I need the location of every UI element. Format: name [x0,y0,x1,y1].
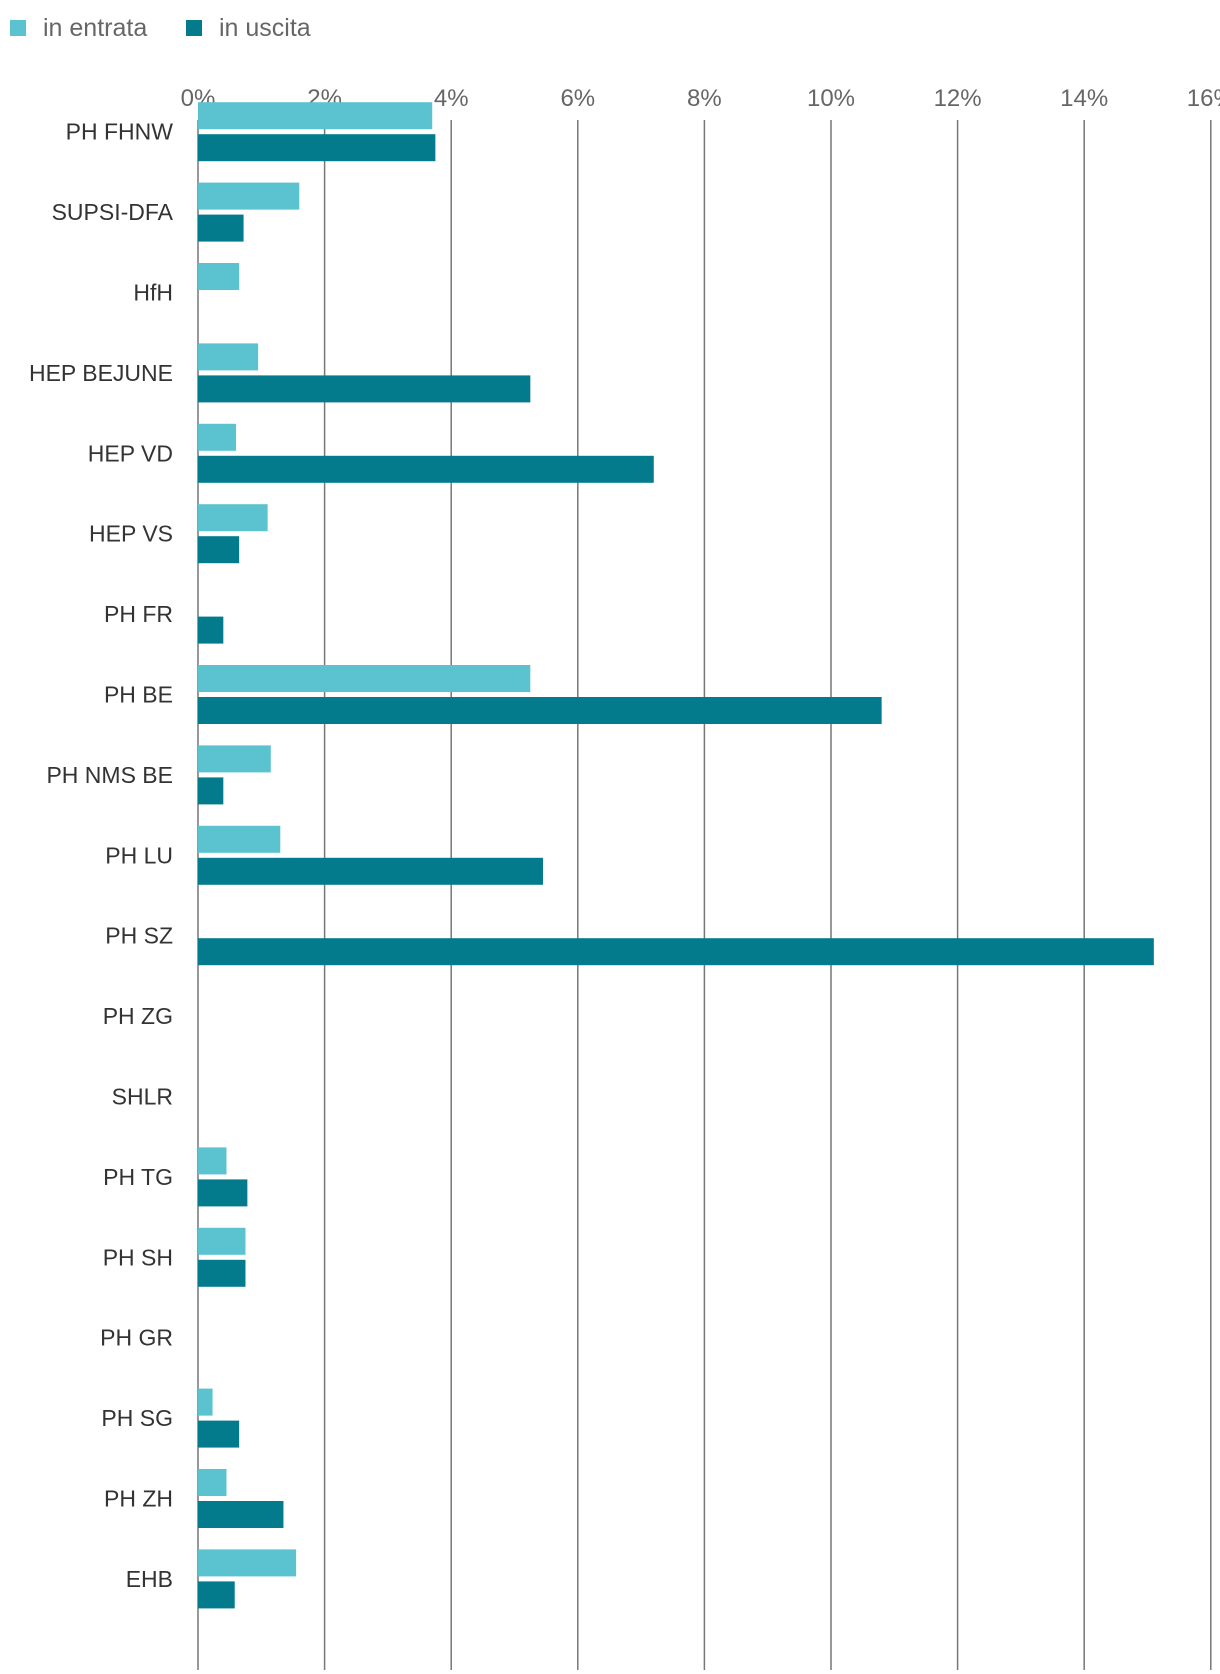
category-label-ph-nms-be: PH NMS BE [46,762,173,788]
bar-in-entrata-ph-tg [198,1147,227,1175]
grid-lines [197,120,1212,1670]
legend-swatch-in-uscita [186,20,202,36]
bar-in-entrata-hep-vd [198,423,236,451]
bar-in-uscita-hep-vd [198,455,654,483]
bar-in-entrata-ph-zh [198,1469,227,1496]
legend-label-in-entrata: in entrata [43,14,147,42]
bar-in-uscita-ph-be [198,697,882,724]
bar-in-entrata-ehb [198,1549,297,1577]
category-label-supsi-dfa: SUPSI-DFA [52,199,174,225]
category-label-ph-zg: PH ZG [103,1003,173,1029]
category-label-ph-sh: PH SH [103,1244,173,1270]
x-tick-label: 14% [1060,85,1108,112]
category-label-hep-bejune: HEP BEJUNE [29,360,173,386]
x-tick-label: 8% [687,85,722,112]
bar-in-uscita-ehb [198,1581,235,1609]
category-label-hep-vs: HEP VS [89,521,173,547]
bar-in-uscita-ph-sg [198,1420,240,1448]
category-label-hep-vd: HEP VD [88,440,173,466]
category-label-ph-sz: PH SZ [105,923,173,949]
legend-label-in-uscita: in uscita [219,14,311,42]
bar-in-uscita-ph-zh [198,1501,284,1528]
bar-in-entrata-ph-sh [198,1227,246,1255]
bar-in-uscita-ph-fr [198,616,224,644]
x-tick-label: 6% [560,85,595,112]
bar-in-entrata-ph-be [198,665,531,692]
bar-in-uscita-ph-sh [198,1259,246,1287]
bar-in-uscita-ph-nms-be [198,777,224,805]
category-label-ph-fhnw: PH FHNW [66,119,174,145]
bar-in-uscita-ph-tg [198,1179,248,1207]
bar-in-uscita-ph-lu [198,857,543,885]
x-tick-label: 16% [1187,85,1220,112]
x-tick-label: 4% [434,85,469,112]
x-tick-label: 12% [934,85,982,112]
bar-in-uscita-hep-bejune [198,375,531,403]
bar-in-entrata-hep-vs [198,504,268,532]
bar-in-entrata-ph-lu [198,825,281,853]
category-label-ph-gr: PH GR [100,1325,173,1351]
bar-in-entrata-ph-nms-be [198,745,271,773]
bar-in-uscita-hep-vs [198,536,240,564]
category-label-ehb: EHB [126,1566,173,1592]
category-label-shlr: SHLR [112,1084,173,1110]
bars [198,102,1154,1609]
legend-swatch-in-entrata [10,20,26,36]
bar-in-entrata-ph-sg [198,1388,213,1416]
x-tick-label: 10% [807,85,855,112]
bar-in-entrata-hfh [198,263,240,290]
category-label-hfh: HfH [133,280,173,306]
category-label-ph-be: PH BE [104,682,173,708]
category-label-ph-fr: PH FR [104,601,173,627]
bar-in-entrata-ph-fhnw [198,102,433,130]
bar-in-uscita-ph-fhnw [198,134,436,162]
legend: in entrata in uscita [10,14,311,42]
bar-in-entrata-supsi-dfa [198,182,300,210]
category-label-ph-sg: PH SG [101,1405,173,1431]
bar-in-uscita-supsi-dfa [198,214,244,242]
bar-in-entrata-hep-bejune [198,343,259,371]
category-labels: PH FHNW SUPSI-DFA HfH HEP BEJUNE HEP VD HEP V… [29,119,174,1592]
category-label-ph-zh: PH ZH [104,1486,173,1512]
category-label-ph-tg: PH TG [103,1164,173,1190]
category-label-ph-lu: PH LU [105,842,173,868]
bar-in-uscita-ph-sz [198,938,1154,966]
